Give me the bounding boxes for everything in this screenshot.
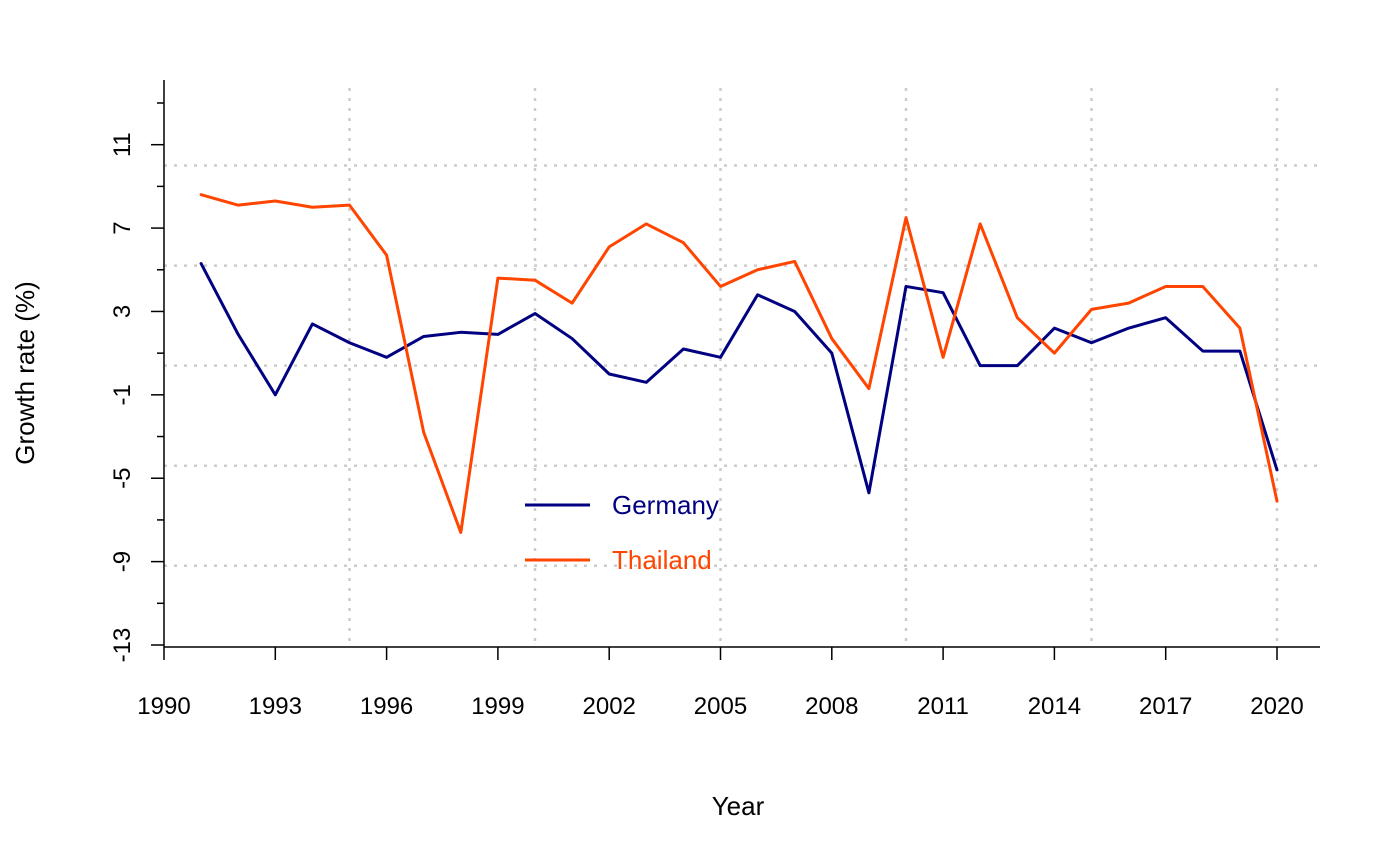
y-tick-label: -13 xyxy=(109,628,136,663)
y-axis-title: Growth rate (%) xyxy=(10,281,40,465)
x-tick-label: 1993 xyxy=(249,693,302,720)
y-tick-label: -9 xyxy=(109,551,136,572)
x-tick-label: 2020 xyxy=(1250,693,1303,720)
series-lines xyxy=(199,193,1279,534)
x-tick-label: 2011 xyxy=(917,693,969,720)
y-tick-label: -5 xyxy=(109,468,136,489)
axes xyxy=(163,80,1320,648)
x-tick-label: 1996 xyxy=(360,693,413,720)
x-tick-label: 2005 xyxy=(694,693,747,720)
legend-label-germany: Germany xyxy=(612,490,719,520)
legend-label-thailand: Thailand xyxy=(612,545,712,575)
legend: Germany Thailand xyxy=(525,490,719,575)
x-axis-title: Year xyxy=(712,791,765,821)
series-line-thailand xyxy=(199,193,1279,534)
x-ticks: 1990 1993 1996 1999 2002 2005 2008 2011 2014 2017… xyxy=(137,647,1304,720)
y-tick-label: 11 xyxy=(109,132,136,157)
x-tick-label: 2002 xyxy=(583,693,636,720)
y-tick-label: -1 xyxy=(109,384,136,405)
x-tick-label: 1990 xyxy=(137,693,190,720)
x-tick-label: 2017 xyxy=(1139,693,1192,720)
x-tick-label: 1999 xyxy=(471,693,524,720)
x-tick-label: 2014 xyxy=(1028,693,1081,720)
x-tick-label: 2008 xyxy=(805,693,858,720)
y-tick-label: 7 xyxy=(109,221,136,234)
y-tick-label: 3 xyxy=(109,305,136,318)
grid-lines xyxy=(164,88,1320,647)
series-line-germany xyxy=(199,262,1279,495)
